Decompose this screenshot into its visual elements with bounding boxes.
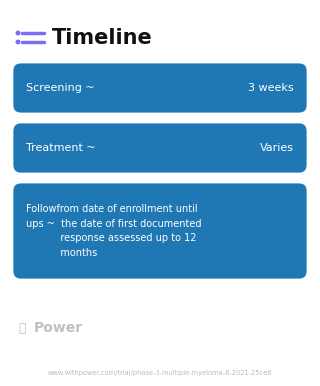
FancyBboxPatch shape — [12, 182, 308, 280]
Text: 3 weeks: 3 weeks — [248, 83, 294, 93]
Circle shape — [16, 40, 20, 44]
FancyBboxPatch shape — [12, 122, 308, 174]
Text: ⏻: ⏻ — [18, 322, 26, 335]
Text: Varies: Varies — [260, 143, 294, 153]
Text: Screening ~: Screening ~ — [26, 83, 95, 93]
Text: Power: Power — [34, 321, 83, 335]
Text: Timeline: Timeline — [52, 28, 152, 48]
Text: Treatment ~: Treatment ~ — [26, 143, 96, 153]
Text: Followfrom date of enrollment until
ups ~  the date of first documented
        : Followfrom date of enrollment until ups … — [26, 204, 202, 258]
Circle shape — [16, 31, 20, 35]
FancyBboxPatch shape — [12, 62, 308, 114]
Text: www.withpower.com/trial/phase-3-multiple-myeloma-8-2021-25ce6: www.withpower.com/trial/phase-3-multiple… — [48, 370, 272, 376]
